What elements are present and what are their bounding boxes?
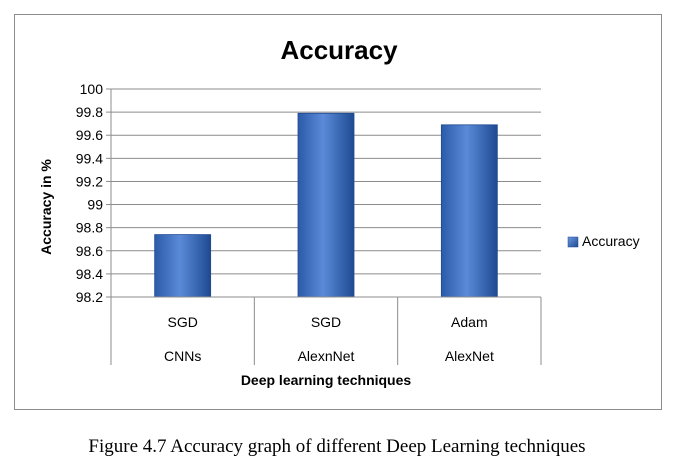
y-axis-title: Accuracy in % — [38, 159, 54, 255]
accuracy-bar-chart: Accuracy 98.298.498.698.89999.299.499.69… — [38, 35, 640, 388]
bar-sgd-cnns — [154, 234, 212, 298]
y-tick-label: 100 — [80, 81, 104, 97]
chart-title: Accuracy — [280, 35, 398, 65]
y-tick-label: 98.4 — [76, 266, 103, 282]
y-tick-label: 99.6 — [76, 127, 103, 143]
x-category-label-model: CNNs — [164, 348, 201, 364]
x-category-label-optimizer: SGD — [311, 314, 341, 330]
y-tick-label: 99.2 — [76, 173, 103, 189]
y-tick-label: 98.8 — [76, 220, 103, 236]
legend: Accuracy — [567, 233, 640, 249]
x-category-label-model: AlexnNet — [298, 348, 355, 364]
legend-label: Accuracy — [582, 233, 640, 249]
axis-layer: 98.2 98.4 98.6 98.8 99 99.2 99.4 99.6 99.8 100 SGD… — [76, 81, 542, 365]
bar-adam-alexnet — [440, 124, 498, 298]
y-tick-label: 98.6 — [76, 243, 103, 259]
y-tick-label: 99.8 — [76, 104, 103, 120]
x-category-label-optimizer: SGD — [167, 314, 197, 330]
figure-caption: Figure 4.7 Accuracy graph of different D… — [88, 436, 586, 457]
y-tick-label: 98.2 — [76, 289, 103, 305]
x-category-label-model: AlexNet — [445, 348, 494, 364]
legend-swatch — [567, 236, 579, 248]
bars-layer — [154, 112, 498, 298]
chart-frame: Accuracy 98.2 98.4 98.6 98.8 99 99.2 99.4 99.6 9… — [14, 14, 662, 410]
bar-sgd-alexnnet — [297, 112, 355, 298]
y-tick-label: 99 — [87, 197, 103, 213]
x-category-label-optimizer: Adam — [451, 314, 488, 330]
y-tick-label: 99.4 — [76, 150, 103, 166]
x-axis-title: Deep learning techniques — [241, 372, 412, 388]
